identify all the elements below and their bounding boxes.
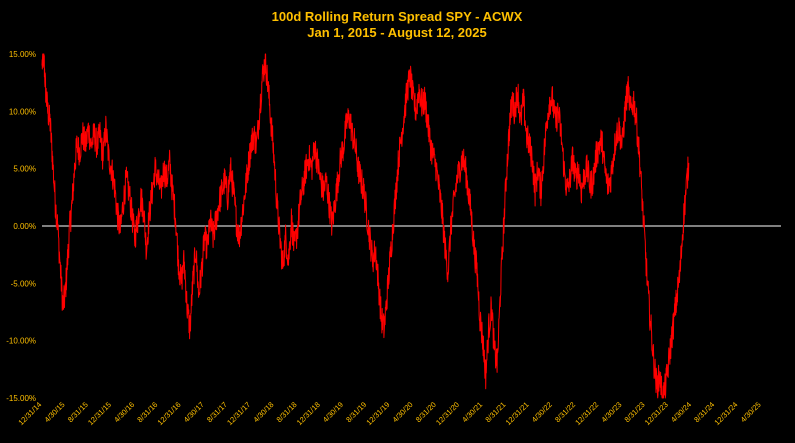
chart-subtitle: Jan 1, 2015 - August 12, 2025 (307, 25, 486, 40)
y-tick-label: -15.00% (6, 394, 36, 403)
y-axis-ticks: 15.00% 10.00% 5.00% 0.00% -5.00% -10.00% -15.0… (6, 50, 36, 403)
series-line-spread (41, 53, 690, 399)
y-tick-label: 0.00% (13, 222, 36, 231)
y-tick-label: 5.00% (13, 165, 36, 174)
chart-title: 100d Rolling Return Spread SPY - ACWX (272, 9, 523, 24)
y-tick-label: -10.00% (6, 337, 36, 346)
y-tick-label: 10.00% (9, 107, 36, 116)
y-tick-label: -5.00% (11, 279, 36, 288)
y-tick-label: 15.00% (9, 50, 36, 59)
